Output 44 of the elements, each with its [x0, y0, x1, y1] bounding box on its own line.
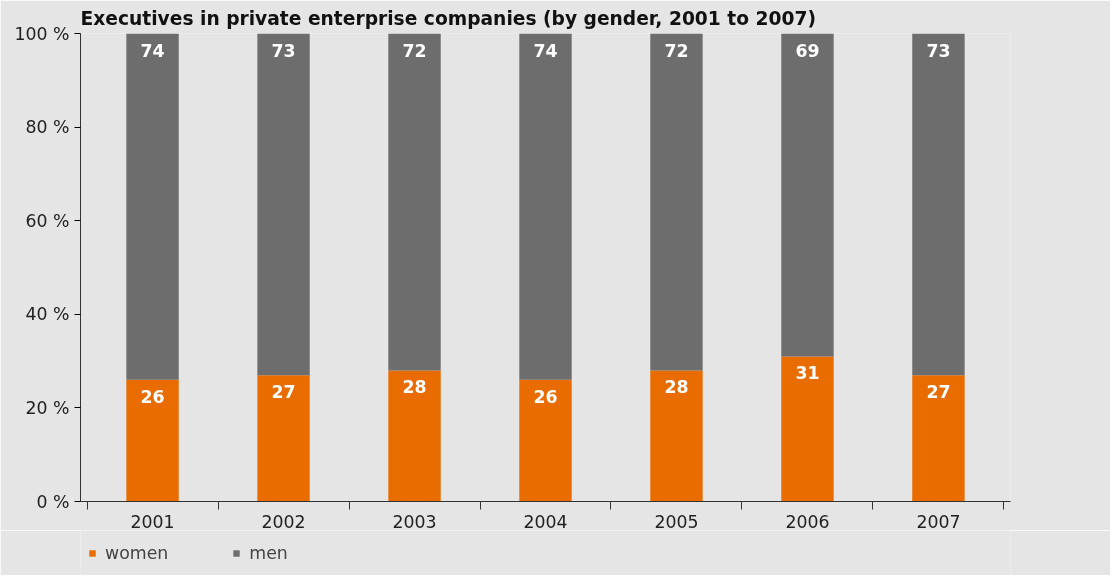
chart-title: Executives in private enterprise companies (by gender, 2001 to 2007) [80, 7, 817, 29]
legend-label: men [249, 542, 288, 563]
bar [781, 356, 834, 502]
x-tick-label: 2006 [785, 511, 830, 532]
bar [257, 375, 310, 502]
data-label: 72 [402, 40, 427, 61]
data-label: 73 [926, 40, 951, 61]
y-tick-label: 60 % [25, 210, 70, 231]
bar [388, 33, 441, 371]
y-tick-label: 40 % [25, 304, 70, 325]
y-tick-label: 80 % [25, 117, 70, 138]
bar [781, 33, 834, 357]
bar [126, 379, 179, 502]
y-tick-label: 0 % [36, 491, 70, 512]
x-tick-label: 2005 [654, 511, 699, 532]
x-tick-label: 2002 [261, 511, 306, 532]
bar [257, 33, 310, 376]
data-label: 26 [533, 386, 558, 407]
x-tick-label: 2001 [130, 511, 175, 532]
legend-label: women [105, 542, 169, 563]
data-label: 26 [140, 386, 165, 407]
y-tick-label: 20 % [25, 397, 70, 418]
x-tick-label: 2004 [523, 511, 568, 532]
data-label: 74 [140, 40, 165, 61]
data-label: 31 [795, 363, 820, 384]
bar [519, 33, 572, 380]
data-label: 27 [926, 382, 951, 403]
x-tick-label: 2003 [392, 511, 437, 532]
bar [650, 33, 703, 371]
bar [388, 370, 441, 502]
bar [912, 375, 965, 502]
data-label: 73 [271, 40, 296, 61]
data-label: 74 [533, 40, 558, 61]
bar [126, 33, 179, 380]
bar [912, 33, 965, 376]
data-label: 72 [664, 40, 689, 61]
data-label: 28 [664, 377, 689, 398]
y-tick-label: 100 % [14, 23, 70, 44]
data-label: 27 [271, 382, 296, 403]
data-label: 69 [795, 40, 820, 61]
x-tick-label: 2007 [916, 511, 961, 532]
data-label: 28 [402, 377, 427, 398]
bar [519, 379, 572, 502]
bar [650, 370, 703, 502]
